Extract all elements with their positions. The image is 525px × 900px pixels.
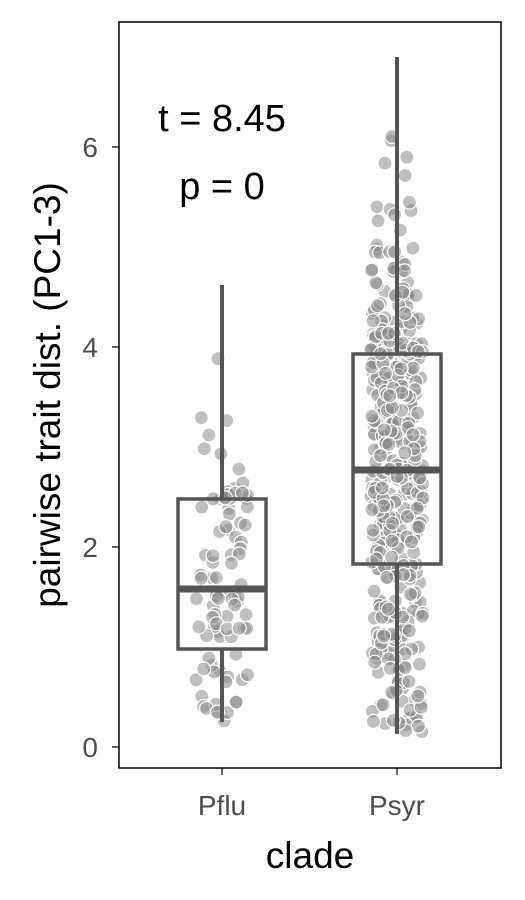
data-point-pflu bbox=[239, 667, 256, 683]
data-point-psyr bbox=[403, 534, 420, 550]
data-point-pflu bbox=[208, 569, 224, 586]
data-point-psyr bbox=[411, 519, 427, 535]
iqr-box-pflu bbox=[176, 497, 268, 651]
data-point-pflu bbox=[201, 427, 217, 443]
data-point-psyr bbox=[384, 549, 400, 565]
y-tick-label: 4 bbox=[82, 332, 98, 363]
x-tick-label-pflu: Pflu bbox=[198, 790, 246, 821]
data-point-psyr bbox=[364, 408, 380, 424]
data-point-psyr bbox=[368, 275, 384, 291]
data-point-psyr bbox=[410, 405, 426, 421]
data-point-psyr bbox=[377, 155, 393, 171]
data-point-pflu bbox=[238, 606, 254, 623]
data-point-psyr bbox=[372, 448, 388, 464]
data-point-psyr bbox=[387, 244, 403, 260]
data-point-psyr bbox=[370, 213, 386, 229]
data-point-psyr bbox=[380, 601, 397, 617]
data-point-psyr bbox=[382, 388, 398, 404]
data-point-psyr bbox=[414, 608, 430, 624]
data-point-psyr bbox=[376, 422, 392, 438]
data-point-pflu bbox=[193, 410, 209, 426]
data-point-psyr bbox=[410, 718, 426, 734]
data-point-pflu bbox=[231, 620, 247, 636]
data-point-psyr bbox=[376, 628, 392, 644]
x-tick-label-psyr: Psyr bbox=[369, 790, 425, 821]
data-point-psyr bbox=[405, 240, 421, 256]
data-point-pflu bbox=[193, 570, 209, 586]
data-point-pflu bbox=[221, 506, 237, 522]
data-point-psyr bbox=[379, 569, 395, 586]
data-point-psyr bbox=[410, 343, 426, 360]
data-point-psyr bbox=[364, 502, 380, 518]
data-point-pflu bbox=[210, 590, 226, 606]
data-point-psyr bbox=[366, 583, 382, 599]
y-axis-ticks: 0 2 4 6 bbox=[82, 132, 119, 763]
data-point-pflu bbox=[227, 597, 243, 613]
data-point-psyr bbox=[381, 325, 397, 341]
data-point-psyr bbox=[364, 262, 380, 278]
data-point-psyr bbox=[385, 515, 401, 531]
data-point-pflu bbox=[205, 547, 221, 564]
data-point-psyr bbox=[411, 656, 427, 672]
data-point-pflu bbox=[188, 672, 204, 688]
t-statistic-annotation: t = 8.45 bbox=[158, 98, 286, 140]
x-axis-ticks: Pflu Psyr bbox=[198, 768, 425, 821]
data-point-pflu bbox=[191, 619, 207, 635]
x-axis-title: clade bbox=[266, 835, 354, 876]
y-tick-label: 2 bbox=[82, 532, 98, 563]
y-axis-title: pairwise trait dist. (PC1-3) bbox=[27, 182, 68, 608]
data-point-psyr bbox=[381, 436, 397, 452]
data-point-psyr bbox=[367, 654, 383, 670]
y-tick-label: 0 bbox=[82, 732, 98, 763]
y-tick-label: 6 bbox=[82, 132, 98, 163]
data-point-psyr bbox=[397, 167, 413, 184]
data-point-pflu bbox=[228, 694, 244, 710]
data-point-psyr bbox=[397, 659, 413, 676]
jitter-points bbox=[188, 128, 431, 740]
data-point-psyr bbox=[409, 500, 425, 516]
data-point-psyr bbox=[401, 194, 417, 210]
data-point-psyr bbox=[365, 313, 381, 329]
data-point-psyr bbox=[410, 688, 426, 704]
data-point-psyr bbox=[378, 365, 394, 381]
data-point-pflu bbox=[231, 461, 247, 477]
data-point-psyr bbox=[365, 522, 381, 538]
data-point-pflu bbox=[188, 591, 204, 607]
data-point-psyr bbox=[401, 673, 417, 690]
data-point-psyr bbox=[396, 263, 413, 279]
data-point-pflu bbox=[196, 661, 212, 677]
data-point-pflu bbox=[218, 519, 234, 535]
plot-frame bbox=[118, 21, 502, 769]
data-point-psyr bbox=[393, 361, 409, 377]
data-point-psyr bbox=[405, 427, 421, 443]
data-point-psyr bbox=[370, 298, 386, 314]
data-point-psyr bbox=[402, 586, 419, 602]
data-point-psyr bbox=[408, 287, 424, 304]
boxes bbox=[176, 57, 443, 734]
p-value-annotation: p = 0 bbox=[179, 166, 265, 208]
data-point-psyr bbox=[399, 508, 415, 525]
data-point-psyr bbox=[375, 697, 391, 713]
data-point-psyr bbox=[397, 445, 413, 461]
data-point-psyr bbox=[365, 713, 381, 730]
data-point-psyr bbox=[387, 207, 403, 223]
data-point-pflu bbox=[223, 555, 240, 572]
data-point-pflu bbox=[196, 441, 212, 457]
data-point-pflu bbox=[237, 517, 253, 533]
data-point-psyr bbox=[401, 623, 417, 639]
data-point-psyr bbox=[369, 199, 385, 215]
data-point-psyr bbox=[374, 480, 390, 496]
data-point-psyr bbox=[397, 306, 413, 322]
iqr-box-psyr bbox=[351, 352, 443, 566]
data-point-psyr bbox=[384, 533, 400, 549]
data-point-psyr bbox=[399, 149, 415, 165]
